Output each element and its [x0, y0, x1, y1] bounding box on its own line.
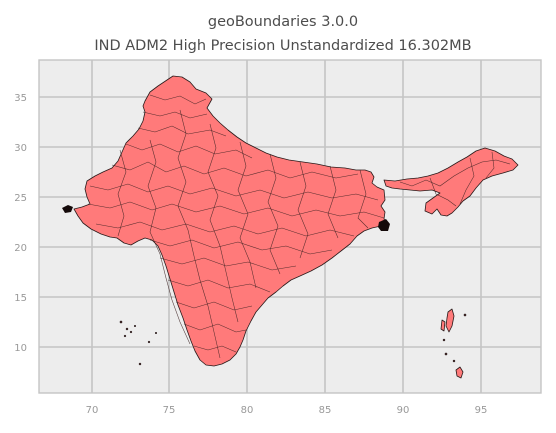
x-tick-label: 90 [397, 405, 410, 416]
delta-district-cluster [378, 219, 390, 231]
district-boundary [147, 139, 191, 345]
y-tick-label: 15 [14, 293, 27, 304]
island-dot [147, 340, 151, 344]
y-tick-label: 10 [14, 343, 27, 354]
district-boundary [95, 221, 355, 237]
x-tick-label: 95 [475, 405, 488, 416]
district-boundary [399, 159, 511, 187]
x-tick-labels: 70 75 80 85 90 95 [86, 405, 488, 416]
island-dot [444, 352, 448, 356]
district-boundaries [87, 94, 511, 359]
district-boundary [429, 177, 457, 207]
district-boundary [485, 151, 495, 179]
district-boundary [89, 183, 379, 201]
figure-subtitle: IND ADM2 High Precision Unstandardized 1… [94, 38, 471, 54]
district-boundary [177, 109, 221, 359]
district-boundary [159, 257, 297, 271]
y-tick-labels: 10 15 20 25 30 35 [14, 93, 27, 354]
district-boundary [459, 157, 475, 205]
island-dot [125, 327, 129, 331]
x-tick-label: 70 [86, 405, 99, 416]
andaman-island [440, 319, 446, 332]
kutch-district-cluster [62, 205, 73, 213]
island-dot [119, 320, 123, 324]
y-tick-label: 35 [14, 93, 27, 104]
district-boundary [183, 323, 247, 333]
district-boundary [207, 123, 239, 323]
x-tick-label: 85 [319, 405, 332, 416]
india-adm2-map [62, 75, 519, 379]
district-boundary [267, 153, 281, 275]
lakshadweep-islands [119, 320, 158, 366]
district-boundary [167, 279, 271, 293]
district-boundary [237, 141, 257, 289]
district-boundary [87, 201, 385, 219]
island-dot [138, 362, 142, 366]
district-boundary [125, 143, 253, 159]
island-dot [133, 324, 137, 328]
nicobar-island [455, 366, 464, 379]
island-dot [442, 338, 446, 342]
andaman-nicobar-islands [440, 308, 467, 379]
x-tick-label: 80 [241, 405, 254, 416]
district-boundary [111, 161, 359, 179]
island-dot [452, 359, 456, 363]
island-dot [463, 313, 467, 317]
y-tick-label: 30 [14, 143, 27, 154]
island-dot [129, 330, 133, 334]
district-boundary [297, 161, 309, 259]
district-boundary [357, 169, 369, 229]
figure-title: geoBoundaries 3.0.0 [208, 14, 358, 30]
y-tick-label: 20 [14, 243, 27, 254]
district-boundary [142, 111, 208, 119]
district-boundary [175, 301, 253, 311]
y-tick-label: 25 [14, 193, 27, 204]
district-boundary [137, 125, 227, 137]
district-boundary [193, 345, 237, 353]
district-boundary [149, 94, 207, 105]
island-dot [154, 331, 158, 335]
andaman-island [445, 308, 455, 333]
island-dot [123, 334, 127, 338]
x-tick-label: 75 [163, 405, 176, 416]
district-boundary [327, 165, 339, 239]
district-boundary [117, 149, 127, 237]
